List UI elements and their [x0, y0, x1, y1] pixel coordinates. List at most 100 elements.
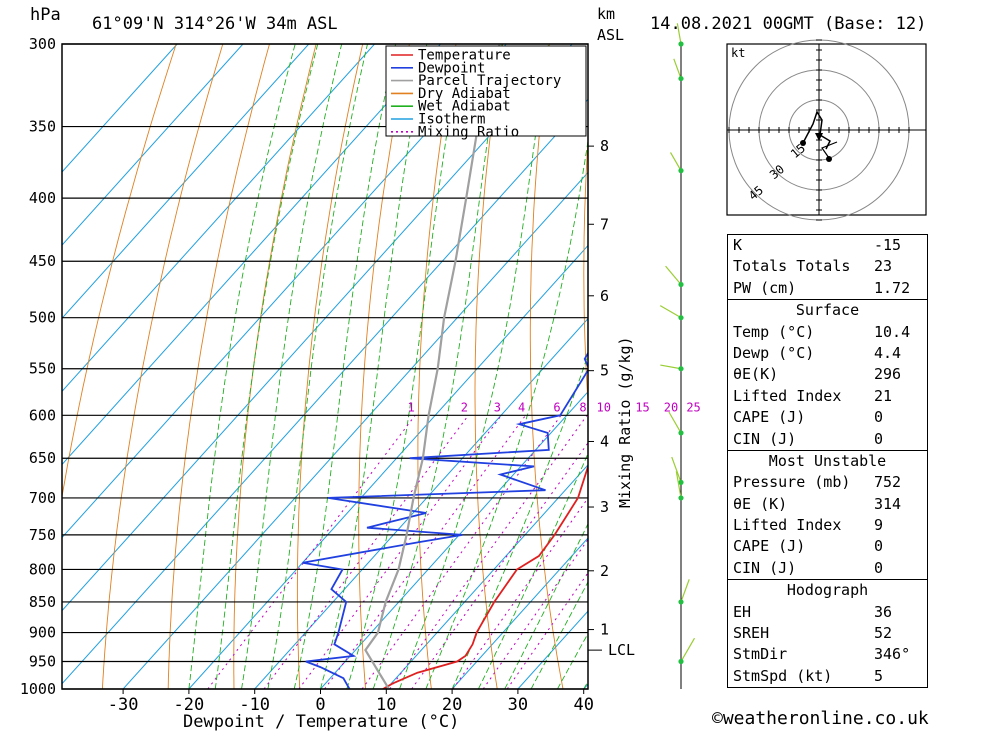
- temperature-profile-line: [382, 463, 588, 689]
- km-tick-label: 4: [600, 432, 609, 450]
- most-unstable-row: CAPE (J) 0: [728, 536, 927, 557]
- wet-adiabat-line: [188, 44, 296, 689]
- isotherm-line: [320, 391, 588, 689]
- hodograph-stat-label: StmSpd (kt): [733, 666, 833, 685]
- wind-barb-dot: [678, 366, 684, 372]
- wind-barb: [668, 411, 682, 434]
- hodograph-stat-value: 36: [874, 602, 893, 621]
- wet-adiabat-line: [372, 44, 503, 689]
- index-value: 23: [874, 257, 893, 276]
- indices-panel: K -15 Totals Totals 23 PW (cm) 1.72 Surface T…: [727, 234, 928, 689]
- hodograph-trace: [802, 110, 831, 150]
- isotherm-line: [62, 44, 441, 466]
- index-label: PW (cm): [733, 278, 797, 297]
- isotherm-line: [62, 44, 178, 173]
- mixing-ratio-label: 10: [597, 400, 611, 414]
- pressure-tick-label: 300: [29, 35, 56, 53]
- hodograph-stat-row: SREH 52: [728, 623, 927, 644]
- most-unstable-label: CAPE (J): [733, 537, 806, 556]
- most-unstable-label: Pressure (mb): [733, 473, 851, 492]
- surface-value: 0: [874, 429, 884, 448]
- dry-adiabat-line: [358, 44, 410, 689]
- wind-barb: [676, 23, 682, 45]
- wind-barb-dot: [678, 599, 684, 605]
- pressure-tick-label: 900: [29, 624, 56, 642]
- pressure-tick-label: 650: [29, 449, 56, 467]
- dry-adiabat-line: [101, 44, 224, 689]
- hodograph-stat-row: EH 36: [728, 602, 927, 623]
- temperature-tick-label: -10: [239, 695, 270, 715]
- pressure-tick-label: 500: [29, 309, 56, 327]
- temperature-tick-label: 20: [442, 695, 462, 715]
- index-label: K: [733, 236, 743, 254]
- isotherm-line: [62, 98, 588, 685]
- most-unstable-row: θE (K) 314: [728, 494, 927, 515]
- storm-motion-marker: [815, 133, 823, 141]
- copyright-footer[interactable]: ©weatheronline.co.uk: [712, 708, 929, 729]
- wind-barb-dot: [678, 281, 684, 288]
- surface-label: θE(K): [733, 365, 779, 384]
- dewpoint-profile-line: [302, 351, 588, 689]
- most-unstable-value: 752: [874, 473, 902, 492]
- mixing-ratio-label: 8: [579, 400, 586, 414]
- surface-label: CIN (J): [733, 429, 797, 448]
- mixing-ratio-line: [389, 415, 588, 689]
- mixing-ratio-line: [482, 538, 588, 689]
- km-label: km: [597, 5, 615, 23]
- legend-entry: Parcel Trajectory: [418, 73, 561, 89]
- mixing-ratio-axis-label: Mixing Ratio (g/kg): [616, 336, 634, 508]
- most-unstable-value: 314: [874, 494, 902, 513]
- surface-value: 21: [874, 386, 893, 405]
- isotherm-line: [62, 44, 310, 319]
- most-unstable-label: CIN (J): [733, 558, 797, 577]
- pressure-tick-label: 600: [29, 406, 56, 424]
- wind-barb: [659, 305, 682, 319]
- most-unstable-row: Pressure (mb) 752: [728, 472, 927, 493]
- legend-entry: Wet Adiabat: [418, 99, 511, 115]
- mixing-ratio-line: [361, 415, 562, 689]
- isotherm-line: [451, 537, 588, 689]
- dry-adiabat-line: [233, 44, 317, 689]
- most-unstable-label: θE (K): [733, 494, 788, 513]
- mixing-ratio-label: 25: [686, 400, 700, 414]
- wind-barb-dot: [678, 430, 684, 436]
- surface-row: θE(K) 296: [728, 364, 927, 385]
- mixing-ratio-line: [506, 571, 588, 689]
- isotherm-line: [62, 44, 375, 393]
- surface-label: Temp (°C): [733, 322, 815, 341]
- pressure-tick-label: 750: [29, 526, 56, 544]
- wind-barb: [680, 637, 696, 662]
- pressure-tick-label: 1000: [20, 680, 56, 698]
- plot-frame: [61, 43, 589, 690]
- most-unstable-value: 0: [874, 537, 884, 556]
- wet-adiabat-line: [267, 44, 368, 689]
- legend-entry: Isotherm: [418, 112, 485, 128]
- surface-label: Lifted Index: [733, 386, 842, 405]
- wind-barb-dot: [678, 315, 684, 321]
- wind-barb-dot: [678, 658, 684, 665]
- dry-adiabat-line: [583, 132, 588, 410]
- hodograph-stat-label: EH: [733, 602, 752, 621]
- legend-entry: Temperature: [418, 48, 511, 64]
- most-unstable-row: CIN (J) 0: [728, 558, 927, 579]
- wind-barb: [680, 579, 690, 603]
- mixing-ratio-label: 4: [518, 400, 525, 414]
- most-unstable-row: Lifted Index 9: [728, 515, 927, 536]
- dry-adiabat-line: [529, 44, 564, 689]
- hodograph-stat-row: StmDir 346°: [728, 644, 927, 665]
- legend-entry: Dewpoint: [418, 60, 485, 76]
- temperature-tick-label: -20: [174, 695, 205, 715]
- surface-row: Dewp (°C) 4.4: [728, 343, 927, 364]
- location-title: 61°09'N 314°26'W 34m ASL: [92, 14, 338, 34]
- dry-adiabat-line: [167, 44, 270, 689]
- wind-barb: [660, 364, 682, 370]
- hpa-label: hPa: [30, 5, 61, 25]
- wet-adiabat-line: [214, 44, 319, 689]
- asl-label: ASL: [597, 26, 624, 44]
- surface-value: 0: [874, 408, 884, 427]
- mixing-ratio-label: 6: [553, 400, 560, 414]
- wet-adiabat-line: [425, 138, 588, 689]
- parcel-profile-line: [364, 44, 501, 689]
- temperature-tick-label: 10: [376, 695, 396, 715]
